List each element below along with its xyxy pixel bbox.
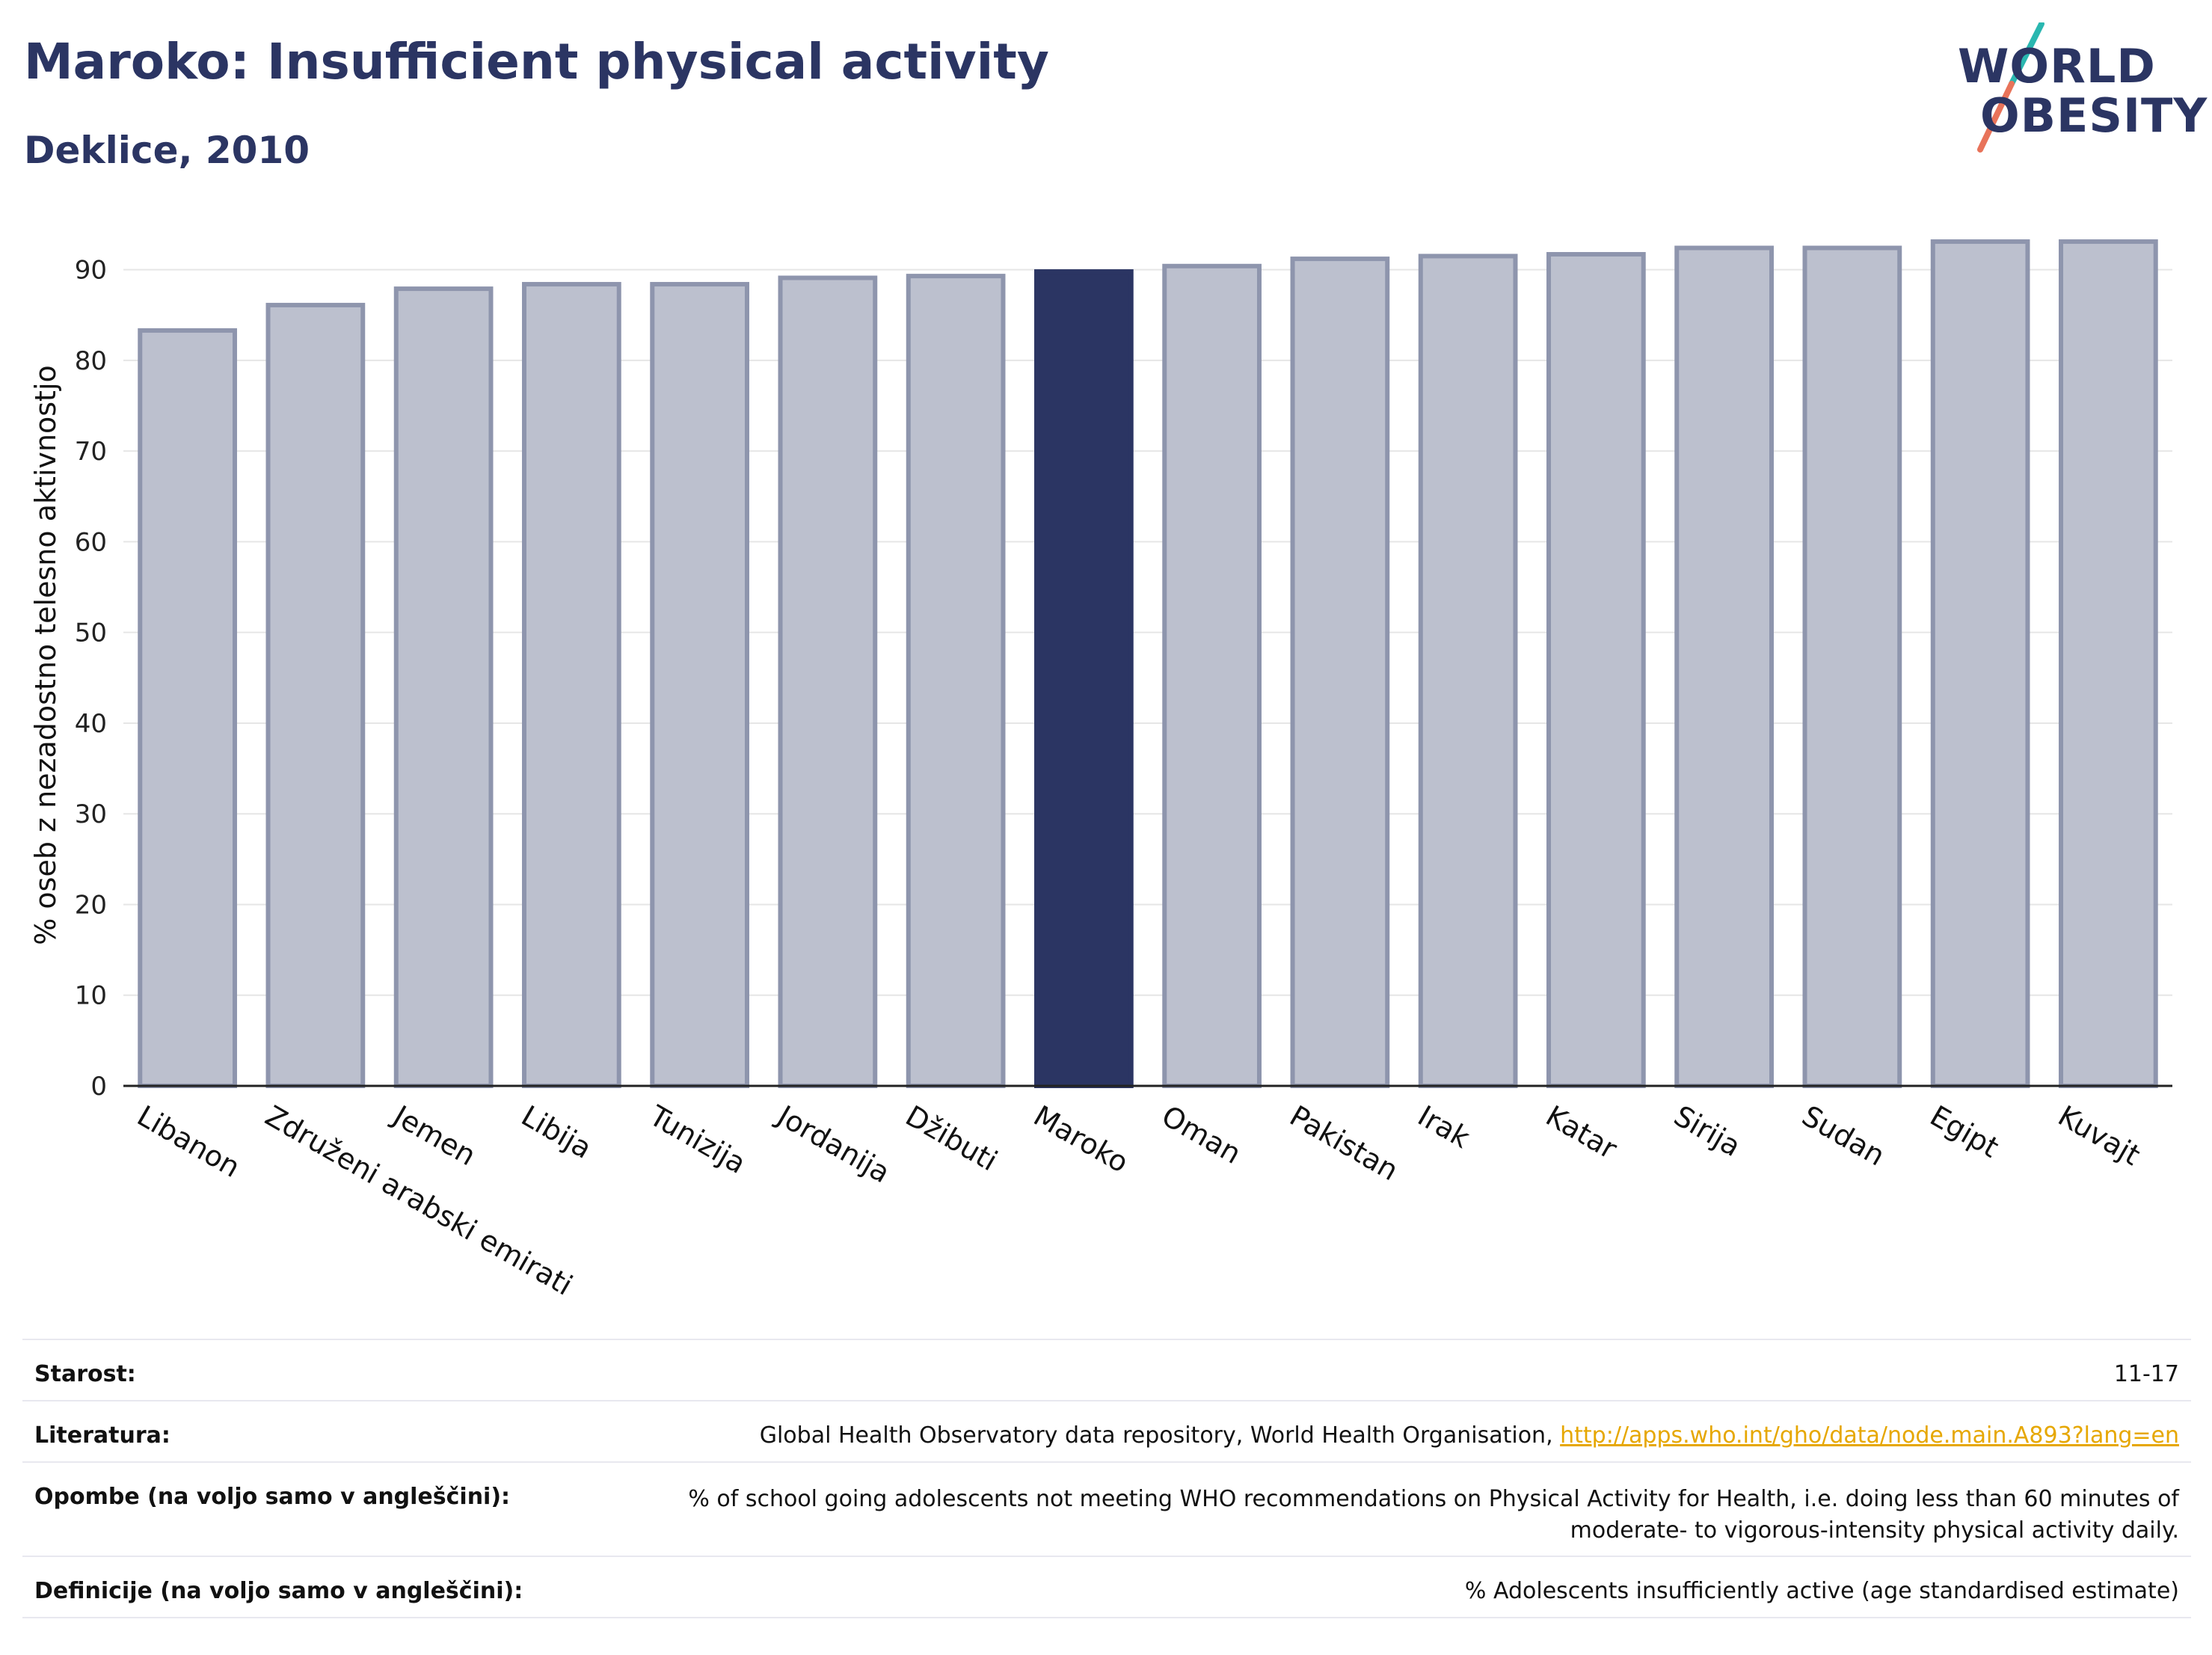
y-tick-label: 30 — [75, 799, 107, 829]
x-tick-label: Tunizija — [643, 1099, 752, 1180]
bar-pakistan — [1290, 257, 1390, 1089]
x-tick-label: Jemen — [387, 1099, 482, 1173]
y-axis-title: % oseb z nezadostno telesno aktivnostjo — [29, 365, 62, 945]
bar-jemen — [393, 286, 494, 1089]
info-row-definition: Definicije (na voljo samo v angleščini):… — [22, 1556, 2191, 1618]
logo-slash-icon — [1977, 22, 2044, 153]
y-tick-label: 80 — [75, 346, 107, 376]
x-tick-label: Jordanija — [771, 1099, 896, 1190]
chart-subtitle: Deklice, 2010 — [24, 129, 310, 172]
bar-katar — [1546, 252, 1646, 1088]
logo-text-obesity: OBESITY — [1980, 88, 2208, 143]
bar-chart: 0 10 20 30 40 50 60 70 80 90 Libanon Združeni arab… — [29, 239, 2172, 1302]
source-link[interactable]: http://apps.who.int/gho/data/node.main.A… — [1560, 1422, 2179, 1449]
y-tick-label: 70 — [75, 437, 107, 467]
info-row-notes: Opombe (na voljo samo v angleščini): % o… — [22, 1461, 2191, 1557]
y-tick-label: 20 — [75, 890, 107, 920]
source-value: Global Health Observatory data repositor… — [760, 1422, 2179, 1449]
bars — [138, 239, 2158, 1089]
x-tick-label: Libanon — [132, 1099, 245, 1184]
age-value: 11-17 — [2113, 1361, 2179, 1387]
y-axis-ticks: 0 10 20 30 40 50 60 70 80 90 — [75, 256, 107, 1102]
x-tick-label: Maroko — [1028, 1099, 1134, 1179]
bar-libanon — [138, 328, 237, 1089]
bar-tunizija — [650, 282, 749, 1088]
notes-label: Opombe (na voljo samo v angleščini): — [34, 1484, 511, 1510]
x-tick-label: Katar — [1540, 1099, 1623, 1166]
age-label: Starost: — [34, 1361, 136, 1387]
bar-džibuti — [906, 274, 1006, 1088]
x-tick-label: Oman — [1156, 1099, 1247, 1170]
bar-združeni-arabski-emirati — [265, 302, 366, 1089]
info-row-age: Starost: 11-17 — [22, 1339, 2191, 1401]
x-tick-label: Irak — [1413, 1099, 1475, 1155]
x-tick-label: Egipt — [1925, 1099, 2005, 1164]
bar-sudan — [1802, 245, 1902, 1088]
x-tick-label: Kuvajt — [2053, 1099, 2145, 1172]
y-tick-label: 10 — [75, 981, 107, 1011]
source-label: Literatura: — [34, 1422, 170, 1449]
y-tick-label: 0 — [90, 1072, 107, 1102]
bar-sirija — [1674, 245, 1774, 1088]
x-tick-label: Pakistan — [1284, 1099, 1404, 1188]
bar-libija — [522, 282, 621, 1088]
x-tick-label: Džibuti — [900, 1099, 1004, 1178]
info-bottom-rule — [22, 1617, 2191, 1618]
y-tick-label: 40 — [75, 709, 107, 739]
y-tick-label: 90 — [75, 256, 107, 286]
x-tick-label: Libija — [516, 1099, 597, 1165]
logo-text-world: WORLD — [1958, 39, 2156, 93]
source-text: Global Health Observatory data repositor… — [759, 1422, 1561, 1449]
bar-kuvajt — [2059, 239, 2158, 1088]
bar-irak — [1418, 254, 1518, 1088]
chart-title: Maroko: Insufficient physical activity — [24, 33, 1049, 90]
world-obesity-logo: WORLD OBESITY — [1944, 22, 2207, 157]
notes-line-2: moderate- to vigorous-intensity physical… — [1570, 1517, 2179, 1544]
bar-oman — [1162, 263, 1262, 1089]
x-tick-label: Sudan — [1796, 1099, 1890, 1173]
info-row-source: Literatura: Global Health Observatory da… — [22, 1400, 2191, 1463]
bar-egipt — [1930, 239, 2030, 1088]
y-tick-label: 50 — [75, 618, 107, 648]
definition-label: Definicije (na voljo samo v angleščini): — [34, 1578, 523, 1604]
x-tick-label: Sirija — [1668, 1099, 1746, 1163]
bar-maroko — [1034, 269, 1134, 1088]
definition-value: % Adolescents insufficiently active (age… — [1464, 1578, 2179, 1604]
notes-value: % of school going adolescents not meetin… — [534, 1484, 2179, 1547]
y-tick-label: 60 — [75, 527, 107, 557]
bar-jordanija — [778, 275, 878, 1088]
notes-line-1: % of school going adolescents not meetin… — [688, 1486, 2179, 1512]
